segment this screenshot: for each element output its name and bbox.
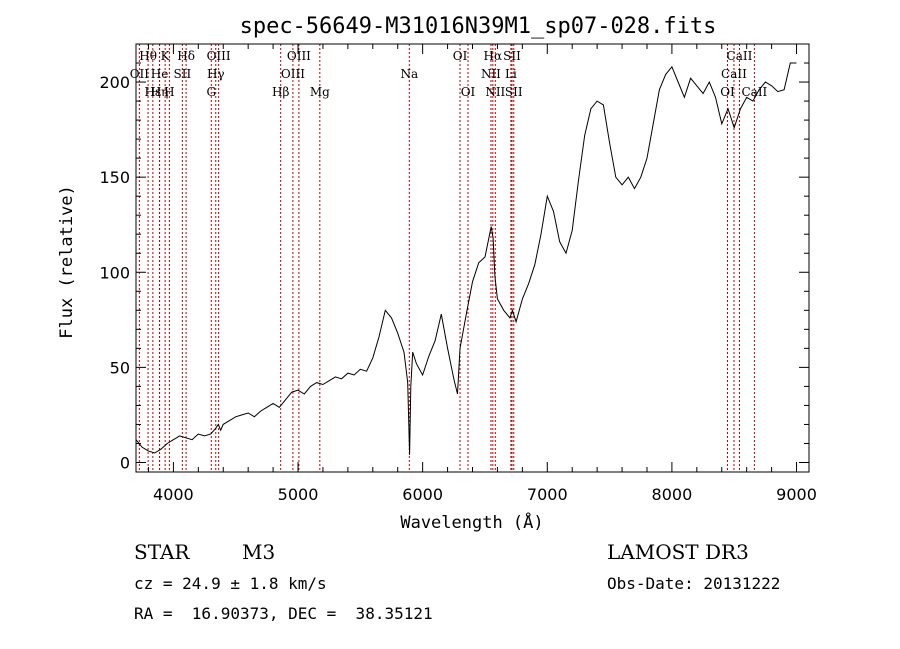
x-axis-label: Wavelength (Å): [400, 511, 543, 533]
spectral-line-label: CaII: [727, 49, 753, 63]
survey-name: LAMOST DR3: [607, 540, 749, 564]
spectral-line-label: CaII: [721, 67, 747, 81]
spectral-line-label: OIII: [281, 67, 305, 81]
y-tick-label: 200: [99, 73, 130, 92]
spectral-line-label: H: [164, 85, 174, 99]
x-tick-label: 8000: [652, 485, 693, 504]
spectral-line-label: Hε: [144, 85, 161, 99]
spectral-line-markers: [138, 44, 755, 472]
x-tick-label: 9000: [776, 485, 817, 504]
y-axis-label: Flux (relative): [57, 185, 77, 339]
y-tick-label: 150: [99, 168, 130, 187]
spectral-line-label: G: [206, 85, 216, 99]
observation-date: Obs-Date: 20131222: [607, 574, 780, 593]
chart-title: spec-56649-M31016N39M1_sp07-028.fits: [240, 14, 717, 39]
spectral-line-label: Hγ: [207, 67, 225, 81]
spectral-line-label: OI: [720, 85, 735, 99]
spectral-line-label: He: [151, 67, 169, 81]
spectral-line-label: Na: [400, 67, 418, 81]
ra-dec-coordinates: RA = 16.90373, DEC = 38.35121: [134, 604, 433, 623]
spectral-line-label: Hα: [484, 49, 503, 63]
redshift-cz: cz = 24.9 ± 1.8 km/s: [134, 574, 327, 593]
y-axis-ticks: 0 50 100 150 200: [99, 43, 809, 472]
y-tick-label: 100: [99, 263, 130, 282]
x-axis-ticks: 4000 5000 6000 7000 8000 9000: [147, 44, 817, 504]
plot-frame: [135, 43, 810, 473]
spectral-line-label: Mg: [310, 85, 330, 99]
spectral-line-label: Hβ: [272, 85, 289, 99]
spectral-line-label: NII: [481, 67, 501, 81]
object-subclass: M3: [242, 540, 275, 564]
x-tick-label: 6000: [402, 485, 443, 504]
spectral-line-label: CaII: [741, 85, 767, 99]
spectral-line-label: SII: [174, 67, 192, 81]
spectral-line-label: SII: [505, 85, 523, 99]
x-tick-label: 5000: [278, 485, 319, 504]
spectral-line-label: K: [161, 49, 171, 63]
y-tick-label: 0: [120, 453, 130, 472]
spectral-line-label: OII: [130, 67, 150, 81]
spectral-line-label: Hδ: [177, 49, 195, 63]
spectral-line-label: OI: [453, 49, 468, 63]
x-tick-label: 4000: [153, 485, 194, 504]
flux-series-line: [135, 62, 797, 455]
spectral-line-label: Hη: [151, 85, 169, 99]
spectral-line-label: SII: [503, 49, 521, 63]
spectral-line-label: Li: [505, 67, 517, 81]
spectral-line-label: NII: [485, 85, 505, 99]
spectral-line-label: OIII: [207, 49, 231, 63]
spectral-line-label: Hθ: [139, 49, 157, 63]
y-tick-label: 50: [110, 358, 130, 377]
spectral-line-label: OI: [461, 85, 476, 99]
x-tick-label: 7000: [527, 485, 568, 504]
spectral-line-label: OIII: [287, 49, 311, 63]
object-class: STAR: [134, 540, 190, 564]
